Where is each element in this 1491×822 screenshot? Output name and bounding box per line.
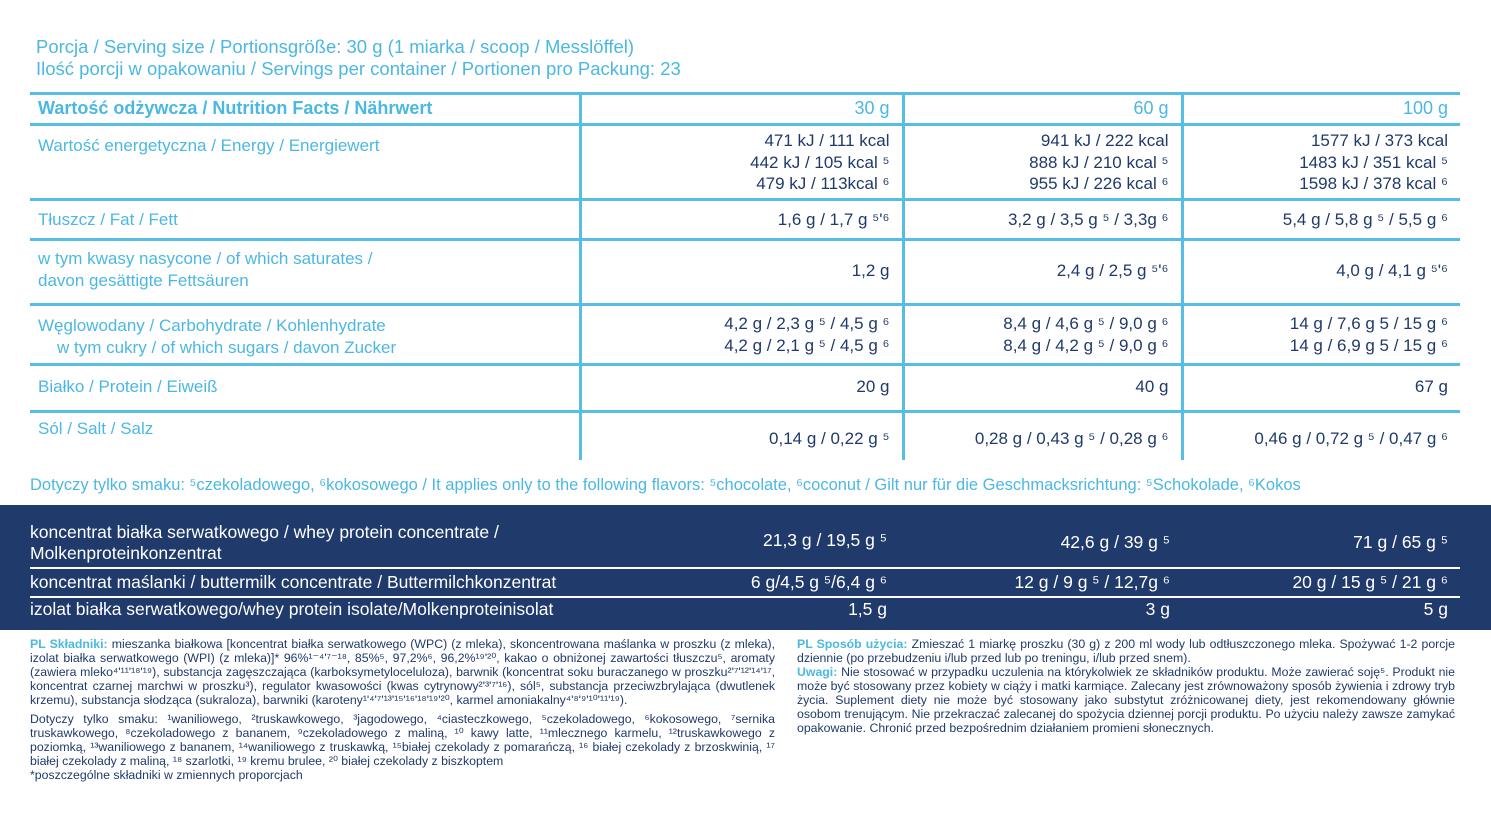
usage: PL Sposób użycia: Zmieszać 1 miarkę pros… [797, 637, 1455, 665]
value-cell: 1,5 g [848, 599, 887, 619]
header-100g: 100 g [1180, 92, 1460, 125]
row-label: w tym kwasy nasycone / of which saturate… [30, 238, 580, 305]
notes-text: Nie stosować w przypadku uczulenia na kt… [797, 665, 1455, 735]
value-cell: 12 g / 9 g ⁵ / 12,7g ⁶ [1014, 572, 1170, 592]
value-cell: 1,2 g [578, 238, 903, 305]
composition-label: koncentrat białka serwatkowego / whey pr… [30, 522, 499, 563]
serving-size: Porcja / Serving size / Portionsgröße: 3… [36, 36, 635, 57]
row-label: Węglowodany / Carbohydrate / Kohlenhydra… [30, 303, 580, 365]
value-cell: 14 g / 7,6 g 5 / 15 g ⁶ 14 g / 6,9 g 5 /… [1180, 303, 1460, 365]
table-header: Wartość odżywcza / Nutrition Facts / Näh… [30, 92, 1460, 125]
ingredients-column: PL Składniki: mieszanka białkowa [koncen… [30, 637, 775, 782]
value-cell: 21,3 g / 19,5 g ⁵ [762, 530, 887, 550]
header-30g: 30 g [578, 92, 903, 125]
row-label: Białko / Protein / Eiweiß [30, 363, 580, 412]
value-cell: 20 g / 15 g ⁵ / 21 g ⁶ [1292, 572, 1448, 592]
composition-label: izolat białka serwatkowego/whey protein … [30, 599, 554, 619]
value-cell: 67 g [1180, 363, 1460, 412]
value-cell: 4,2 g / 2,3 g ⁵ / 4,5 g ⁶ 4,2 g / 2,1 g … [578, 303, 903, 365]
ingredients-text: mieszanka białkowa [koncentrat białka se… [30, 637, 775, 707]
servings-per-container: Ilość porcji w opakowaniu / Servings per… [36, 58, 681, 79]
value-cell: 3 g [1145, 599, 1170, 619]
value-cell: 40 g [901, 363, 1182, 412]
value-cell: 71 g / 65 g ⁵ [1353, 532, 1448, 552]
value-cell: 3,2 g / 3,5 g ⁵ / 3,3g ⁶ [901, 198, 1182, 240]
value-cell: 8,4 g / 4,6 g ⁵ / 9,0 g ⁶ 8,4 g / 4,2 g … [901, 303, 1182, 365]
row-label: Tłuszcz / Fat / Fett [30, 198, 580, 240]
carbs-label: Węglowodany / Carbohydrate / Kohlenhydra… [38, 316, 386, 335]
notes: Uwagi: Nie stosować w przypadku uczuleni… [797, 665, 1455, 735]
value-cell: 6 g/4,5 g ⁵/6,4 g ⁶ [750, 572, 887, 592]
nutrition-table: Wartość odżywcza / Nutrition Facts / Näh… [30, 92, 1460, 460]
composition-row: koncentrat białka serwatkowego / whey pr… [30, 522, 1460, 566]
header-label: Wartość odżywcza / Nutrition Facts / Näh… [30, 92, 580, 125]
value-cell: 0,14 g / 0,22 g ⁵ [578, 410, 903, 460]
usage-text: Zmieszać 1 miarkę proszku (30 g) z 200 m… [797, 637, 1455, 665]
table-row: Sól / Salt / Salz 0,14 g / 0,22 g ⁵ 0,28… [30, 410, 1460, 460]
composition-label: koncentrat maślanki / buttermilk concent… [30, 572, 557, 592]
notes-title: Uwagi: [797, 665, 838, 679]
value-cell: 20 g [578, 363, 903, 412]
value-cell: 2,4 g / 2,5 g ⁵'⁶ [901, 238, 1182, 305]
value-cell: 4,0 g / 4,1 g ⁵'⁶ [1180, 238, 1460, 305]
table-row: Tłuszcz / Fat / Fett 1,6 g / 1,7 g ⁵'⁶ 3… [30, 198, 1460, 240]
value-cell: 1,6 g / 1,7 g ⁵'⁶ [578, 198, 903, 240]
value-cell: 471 kJ / 111 kcal 442 kJ / 105 kcal ⁵ 47… [578, 123, 903, 200]
sugars-label: w tym cukry / of which sugars / davon Zu… [57, 337, 397, 357]
header-60g: 60 g [901, 92, 1182, 125]
table-row: Węglowodany / Carbohydrate / Kohlenhydra… [30, 303, 1460, 365]
table-row: w tym kwasy nasycone / of which saturate… [30, 238, 1460, 305]
ingredients-footnote: *poszczególne składniki w zmiennych prop… [30, 768, 303, 782]
usage-column: PL Sposób użycia: Zmieszać 1 miarkę pros… [797, 637, 1455, 735]
value-cell: 5 g [1423, 599, 1448, 619]
value-cell: 941 kJ / 222 kcal 888 kJ / 210 kcal ⁵ 95… [901, 123, 1182, 200]
value-cell: 42,6 g / 39 g ⁵ [1060, 532, 1170, 552]
value-cell: 0,46 g / 0,72 g ⁵ / 0,47 g ⁶ [1180, 410, 1460, 460]
divider [30, 596, 1460, 598]
ingredients: PL Składniki: mieszanka białkowa [koncen… [30, 637, 775, 707]
table-row: Wartość energetyczna / Energy / Energiew… [30, 123, 1460, 200]
table-row: Białko / Protein / Eiweiß 20 g 40 g 67 g [30, 363, 1460, 412]
value-cell: 5,4 g / 5,8 g ⁵ / 5,5 g ⁶ [1180, 198, 1460, 240]
ingredients-flavors: Dotyczy tylko smaku: ¹waniliowego, ²trus… [30, 712, 775, 768]
row-label: Wartość energetyczna / Energy / Energiew… [30, 123, 580, 200]
row-label: Sól / Salt / Salz [30, 410, 580, 460]
value-cell: 1577 kJ / 373 kcal 1483 kJ / 351 kcal ⁵ … [1180, 123, 1460, 200]
usage-title: PL Sposób użycia: [797, 637, 908, 651]
divider [30, 567, 1460, 569]
value-cell: 0,28 g / 0,43 g ⁵ / 0,28 g ⁶ [901, 410, 1182, 460]
flavors-note: Dotyczy tylko smaku: ⁵czekoladowego, ⁶ko… [30, 476, 1301, 494]
ingredients-title: PL Składniki: [30, 637, 108, 651]
